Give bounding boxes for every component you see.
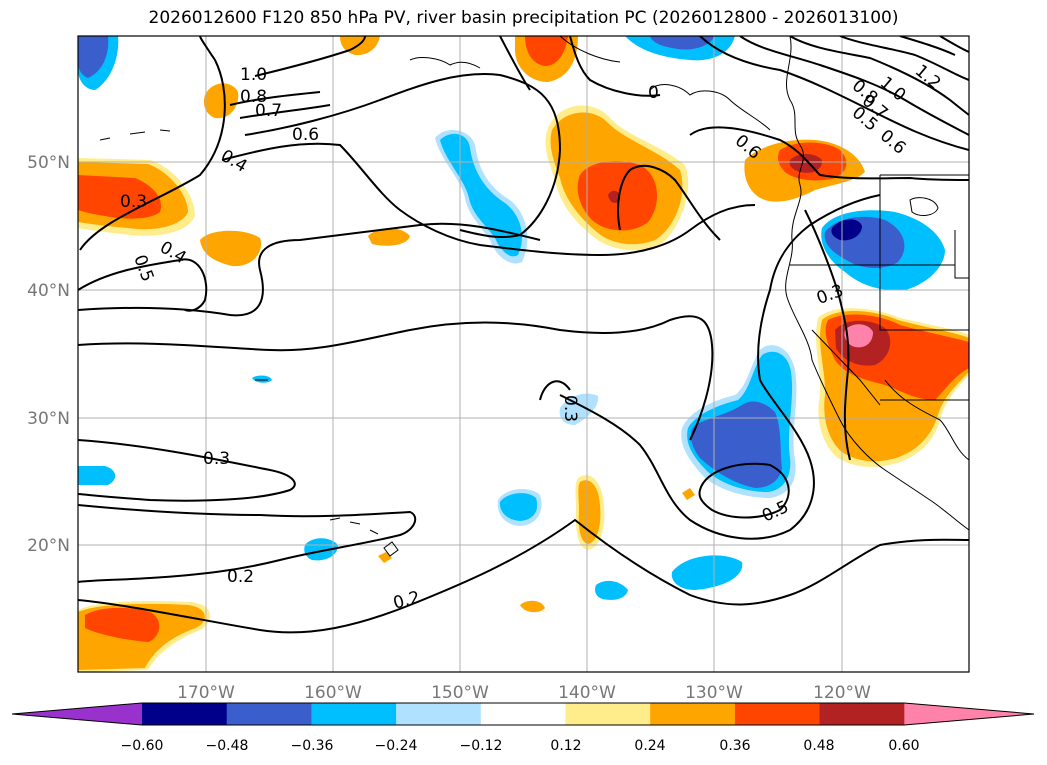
- contour-label: 0.7: [255, 101, 282, 121]
- contour-label: 1.0: [240, 65, 267, 85]
- lat-tick-label: 20°N: [27, 536, 70, 556]
- map-title: 2026012600 F120 850 hPa PV, river basin …: [148, 8, 899, 28]
- colorbar-tick-label: −0.12: [460, 738, 503, 754]
- colorbar-tick-label: −0.24: [375, 738, 418, 754]
- colorbar-segment: [734, 703, 821, 725]
- colorbar-segment: [565, 703, 651, 725]
- lon-tick-label: 160°W: [304, 683, 362, 703]
- precip-shading: [78, 36, 969, 672]
- colorbar-tick-labels: −0.60 −0.48 −0.36 −0.24 −0.12 0.12 0.24 …: [121, 738, 920, 754]
- graticule: [78, 36, 969, 672]
- contour-label: 0.2: [227, 567, 254, 587]
- colorbar: [11, 702, 1035, 726]
- colorbar-segment: [650, 703, 736, 725]
- lon-tick-label: 150°W: [431, 683, 489, 703]
- colorbar-outline: [11, 702, 1035, 726]
- lat-tick-labels: 50°N 40°N 30°N 20°N: [27, 153, 70, 556]
- lon-tick-label: 130°W: [685, 683, 743, 703]
- colorbar-segment: [396, 703, 482, 725]
- colorbar-tick-label: 0.60: [888, 738, 919, 754]
- lat-tick-label: 30°N: [27, 409, 70, 429]
- colorbar-tick-label: 0.36: [719, 738, 750, 754]
- colorbar-tick-label: 0.24: [634, 738, 665, 754]
- colorbar-segment: [142, 703, 228, 725]
- lat-tick-label: 40°N: [27, 281, 70, 301]
- contour-labels: 1.0 0.8 0.7 0.6 0.4 0.3 0.4 0.5 0.3 0.3 …: [120, 61, 944, 614]
- colorbar-tick-label: −0.60: [121, 738, 164, 754]
- contour-label: 0.6: [292, 125, 319, 145]
- lon-tick-label: 170°W: [177, 683, 235, 703]
- contour-label: 0.3: [560, 395, 580, 422]
- colorbar-tick-label: −0.48: [206, 738, 249, 754]
- contour-label: 0.3: [203, 449, 230, 469]
- colorbar-segment: [311, 703, 397, 725]
- contour-label: 0.8: [240, 87, 267, 107]
- colorbar-segment: [226, 703, 312, 725]
- colorbar-tick-label: 0.12: [550, 738, 581, 754]
- lat-tick-label: 50°N: [27, 153, 70, 173]
- colorbar-tick-label: −0.36: [291, 738, 334, 754]
- map-frame: [77, 35, 970, 673]
- colorbar-segment: [819, 703, 905, 725]
- lon-tick-label: 120°W: [813, 683, 871, 703]
- contour-label: 0: [648, 83, 659, 103]
- pv-contours: [78, 36, 969, 634]
- colorbar-extend-min: [12, 703, 142, 725]
- colorbar-segment: [480, 703, 566, 725]
- lon-tick-label: 140°W: [558, 683, 616, 703]
- colorbar-extend-max: [904, 703, 1034, 725]
- lon-tick-labels: 170°W 160°W 150°W 140°W 130°W 120°W: [177, 683, 871, 703]
- coastlines: [99, 36, 969, 557]
- colorbar-tick-label: 0.48: [803, 738, 834, 754]
- contour-label: 0.3: [120, 192, 147, 212]
